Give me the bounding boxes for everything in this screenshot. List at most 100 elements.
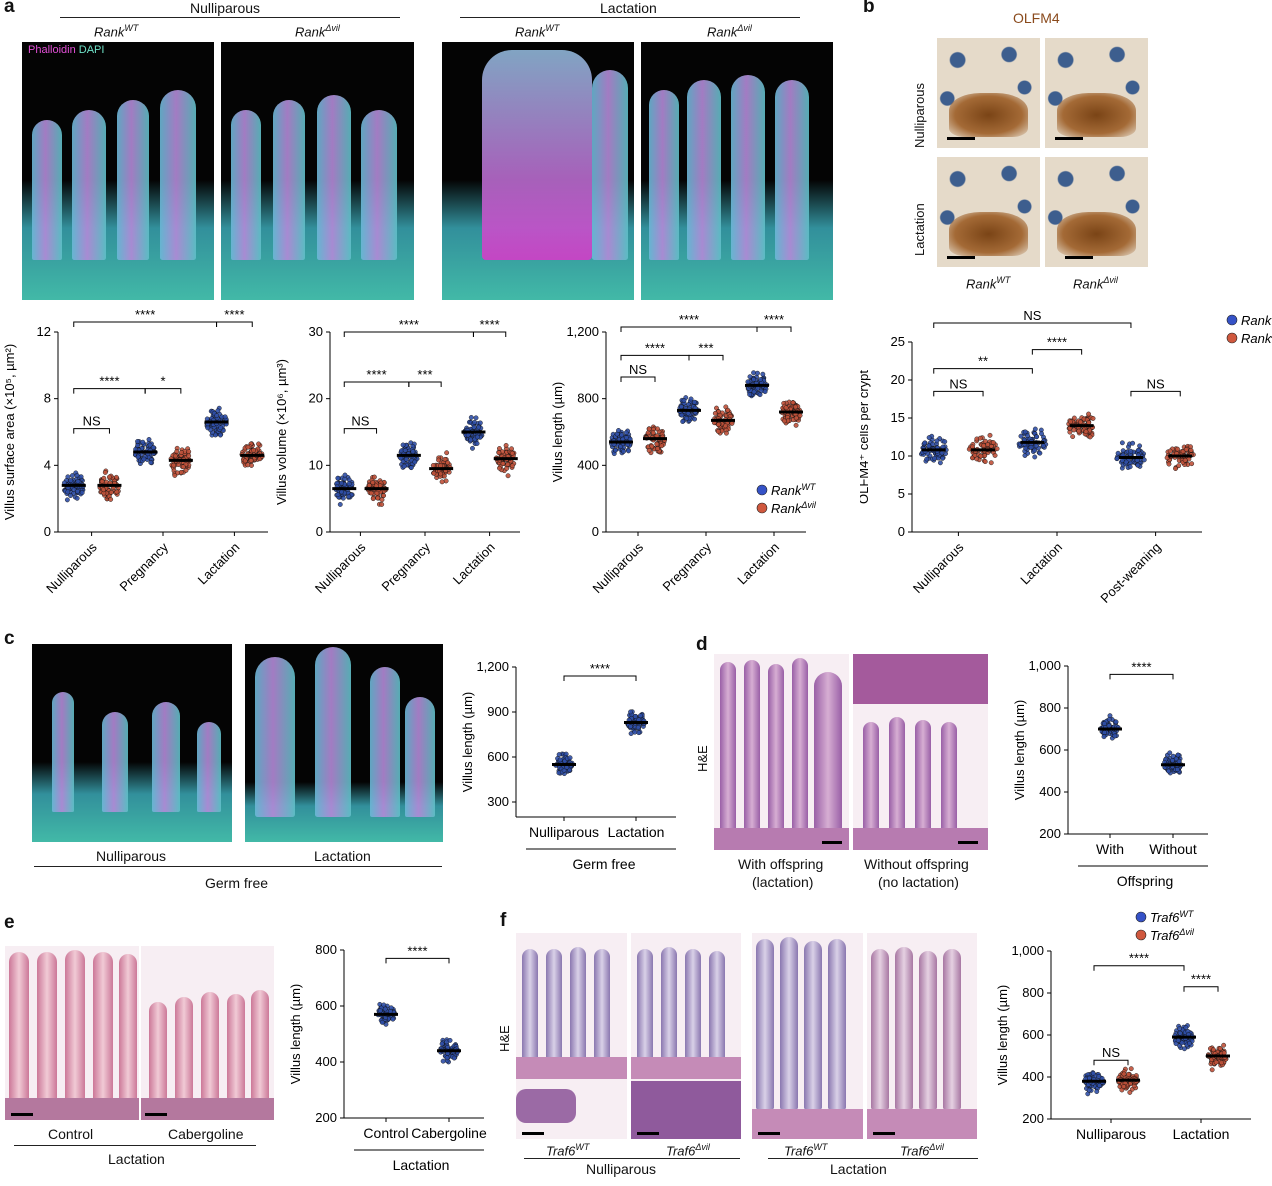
data-point — [218, 432, 223, 438]
significance-label: NS — [1023, 308, 1041, 323]
data-point — [1183, 1025, 1189, 1031]
y-tick-label: 300 — [487, 794, 509, 809]
data-point — [174, 449, 180, 454]
data-point — [1127, 1089, 1133, 1095]
data-point — [65, 489, 71, 495]
data-point — [1086, 1087, 1092, 1093]
data-point — [937, 460, 943, 466]
data-point — [616, 427, 621, 433]
data-point — [1115, 450, 1121, 456]
data-point — [1177, 1026, 1183, 1032]
data-point — [1175, 446, 1180, 452]
data-point — [1094, 1089, 1100, 1094]
panel-a-charts: 0 4 8 12 Villus surface area (×10⁵, µm²) Null… — [2, 307, 817, 596]
data-point — [1033, 443, 1039, 449]
data-point — [503, 442, 509, 448]
data-point — [1213, 1059, 1219, 1065]
data-point — [438, 471, 444, 477]
data-point — [678, 404, 684, 410]
data-point — [1176, 758, 1182, 764]
significance-label: **** — [1131, 659, 1151, 674]
y-tick-label: 1,000 — [1011, 943, 1044, 958]
y-tick-label: 10 — [891, 448, 905, 463]
data-point — [431, 470, 437, 476]
data-point — [390, 1016, 396, 1022]
confocal-image: Phalloidin DAPI — [22, 42, 214, 300]
image-label: Control — [48, 1126, 94, 1142]
data-point — [793, 422, 799, 428]
data-point — [1018, 433, 1024, 439]
significance-bracket — [73, 321, 218, 327]
significance-label: **** — [399, 317, 419, 332]
significance-label: **** — [645, 340, 665, 355]
significance-label: NS — [1102, 1045, 1120, 1060]
data-point — [1032, 447, 1038, 453]
group-underline — [524, 1158, 740, 1159]
data-point — [623, 430, 629, 436]
data-point — [1173, 466, 1178, 472]
group-underline — [34, 866, 442, 867]
significance-bracket — [620, 354, 690, 361]
y-tick-label: 30 — [309, 324, 323, 339]
y-tick-label: 900 — [487, 704, 509, 719]
data-point — [985, 442, 991, 447]
confocal-image — [245, 644, 443, 842]
data-point — [400, 442, 406, 448]
data-point — [747, 374, 753, 380]
data-point — [477, 420, 483, 426]
data-point — [1106, 723, 1112, 729]
data-point — [172, 453, 178, 459]
y-tick-label: 20 — [309, 391, 323, 406]
data-point — [679, 412, 685, 418]
data-point — [723, 423, 728, 429]
data-point — [1121, 1071, 1127, 1077]
data-point — [1090, 416, 1096, 421]
x-tick-label: Nulliparous — [1076, 1126, 1146, 1142]
legend-label: RankΔvil — [771, 500, 817, 516]
data-point — [681, 398, 687, 403]
data-point — [982, 459, 988, 465]
genotype-label: RankWT — [966, 275, 1011, 292]
data-point — [150, 445, 156, 451]
y-tick-label: 800 — [1022, 985, 1044, 1000]
legend-label: RankWT — [771, 482, 817, 498]
data-point — [626, 448, 631, 454]
significance-label: *** — [698, 340, 713, 355]
legend-marker — [756, 484, 768, 496]
data-point — [440, 1058, 446, 1064]
y-tick-label: 200 — [1039, 826, 1061, 841]
data-point — [1167, 448, 1173, 454]
confocal-image — [442, 42, 634, 300]
data-point — [1170, 753, 1176, 759]
y-tick-label: 12 — [37, 324, 51, 339]
significance-bracket — [1183, 986, 1219, 992]
data-point — [1097, 1083, 1102, 1088]
data-point — [751, 376, 757, 382]
x-tick-label: Lactation — [450, 540, 498, 588]
data-point — [934, 438, 940, 444]
data-point — [75, 488, 80, 494]
data-point — [439, 479, 445, 485]
data-point — [64, 497, 70, 503]
data-point — [654, 441, 660, 447]
data-point — [342, 472, 348, 478]
data-point — [972, 452, 978, 458]
data-point — [655, 426, 660, 432]
data-point — [1187, 1040, 1192, 1046]
x-tick-label: Lactation — [608, 824, 665, 840]
data-point — [649, 443, 655, 449]
he-image — [631, 933, 741, 1139]
data-point — [140, 439, 146, 445]
data-point — [632, 729, 638, 735]
significance-label: NS — [83, 414, 101, 429]
legend-marker — [1226, 314, 1238, 326]
data-point — [248, 458, 254, 464]
y-tick-label: 600 — [487, 749, 509, 764]
data-point — [251, 447, 257, 453]
chart-cabergoline-length: 200 400 600 800 Villus length (µm) Control Cab… — [288, 942, 487, 1173]
data-point — [990, 440, 996, 445]
x-tick-label: Pregnancy — [660, 539, 715, 594]
x-tick-label: Lactation — [195, 540, 243, 588]
data-point — [509, 463, 515, 469]
data-point — [443, 478, 449, 484]
